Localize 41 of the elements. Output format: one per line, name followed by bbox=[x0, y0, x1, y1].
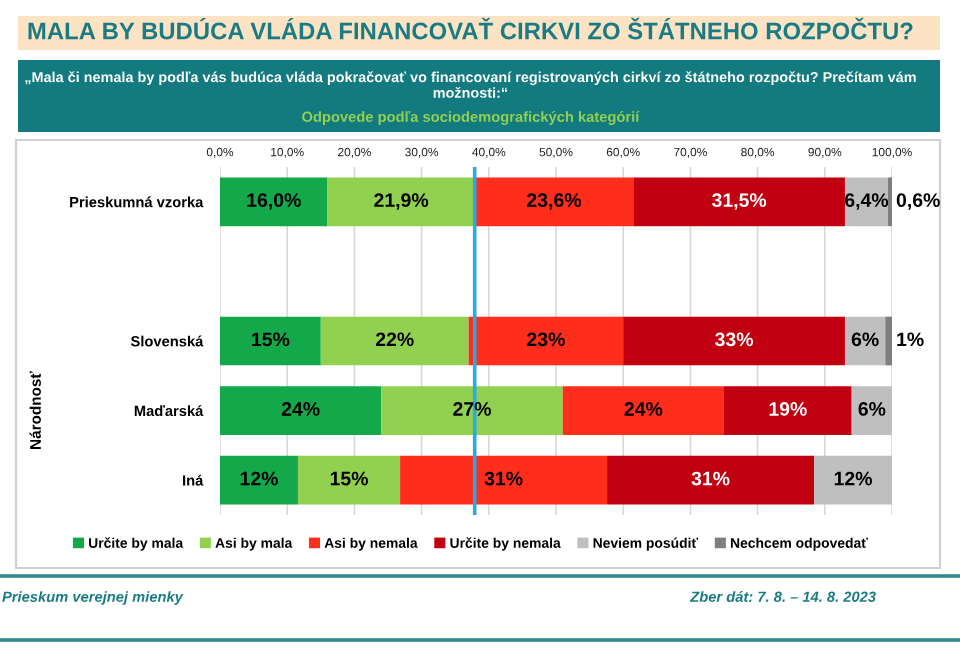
data-label: 31,5% bbox=[712, 193, 767, 210]
bar bbox=[468, 316, 624, 366]
data-label: 24% bbox=[281, 402, 320, 416]
data-label: 24% bbox=[624, 402, 663, 416]
data-label: 6% bbox=[858, 402, 886, 416]
data-label: 23,6% bbox=[527, 193, 582, 210]
bar bbox=[607, 455, 815, 505]
bar bbox=[220, 316, 321, 366]
bar bbox=[327, 177, 475, 227]
data-label: 33% bbox=[715, 332, 754, 347]
data-label: 0,6% bbox=[896, 193, 940, 210]
bar bbox=[381, 386, 563, 435]
data-label: 31% bbox=[691, 471, 730, 486]
data-label: 16,0% bbox=[247, 193, 301, 210]
data-label: 6,4% bbox=[845, 193, 889, 210]
bar bbox=[400, 455, 608, 505]
bar bbox=[623, 316, 845, 366]
data-label: 12% bbox=[834, 471, 872, 486]
data-label: 1% bbox=[897, 332, 924, 347]
data-label: 12% bbox=[240, 471, 278, 486]
data-label: 19% bbox=[769, 402, 807, 416]
bar bbox=[320, 316, 469, 366]
data-label: 6% bbox=[851, 332, 879, 347]
data-label: 22% bbox=[375, 332, 414, 347]
bar bbox=[297, 455, 401, 505]
bar bbox=[851, 386, 892, 435]
bar bbox=[220, 177, 328, 227]
data-label: 23% bbox=[527, 332, 565, 347]
bar bbox=[814, 455, 892, 505]
data-label: 15% bbox=[252, 332, 290, 347]
bar bbox=[474, 177, 634, 227]
bar bbox=[724, 386, 852, 435]
data-label: 21,9% bbox=[374, 193, 429, 210]
bar bbox=[885, 316, 892, 366]
bar bbox=[562, 386, 724, 435]
chart-title: MALA BY BUDÚCA VLÁDA FINANCOVAŤ CIRKVI ZO ŠTÁTNEHO ROZPOČTU? bbox=[28, 17, 913, 40]
data-label: 15% bbox=[330, 471, 368, 486]
data-label: 31% bbox=[484, 471, 523, 486]
bar bbox=[220, 386, 382, 435]
bar bbox=[633, 177, 845, 227]
bar bbox=[220, 455, 298, 505]
